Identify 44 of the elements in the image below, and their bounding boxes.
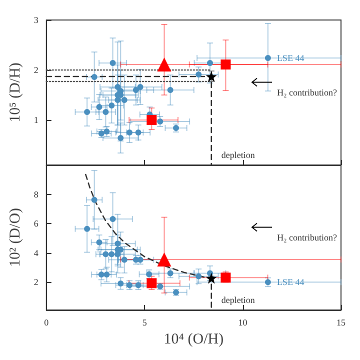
point	[84, 226, 90, 232]
series-label: LSE 44	[276, 53, 305, 63]
point	[110, 60, 116, 66]
point	[264, 55, 271, 61]
x-axis-title: 10⁴ (O/H)	[164, 332, 224, 348]
annotation: H₂ contribution?	[277, 87, 337, 98]
point	[167, 87, 174, 93]
point	[135, 130, 142, 136]
y-tick-label: 4	[34, 248, 39, 258]
point	[91, 74, 98, 80]
point	[84, 109, 90, 115]
point	[102, 109, 109, 115]
y-axis-title: 10⁵ (D/H)	[8, 62, 24, 122]
point	[157, 252, 172, 266]
point	[207, 60, 213, 66]
y-tick-label: 8	[34, 189, 39, 200]
x-tick-label: 0	[44, 318, 50, 328]
x-tick-label: 15	[336, 318, 346, 328]
point	[220, 60, 231, 70]
y-axis-title: 10² (D/O)	[8, 208, 24, 268]
x-tick-label: 10	[238, 318, 248, 328]
point	[114, 97, 121, 103]
y-tick-label: 2	[34, 277, 38, 288]
point	[118, 280, 124, 286]
point	[102, 251, 109, 258]
point	[196, 273, 202, 280]
point	[121, 97, 128, 103]
point	[157, 58, 172, 72]
point	[196, 72, 202, 78]
point	[91, 196, 98, 203]
point	[110, 216, 116, 222]
x-tick-label: 5	[142, 318, 148, 328]
point	[264, 279, 271, 286]
point	[157, 118, 164, 124]
point	[167, 270, 174, 276]
y-tick-label: 6	[34, 218, 39, 229]
y-tick-label: 2	[34, 65, 38, 75]
series-label: depletion	[221, 150, 256, 160]
y-tick-label: 1	[34, 115, 38, 125]
series-label: LSE 44	[276, 277, 305, 288]
point	[137, 84, 144, 90]
series-label: depletion	[221, 295, 256, 305]
annotation: H₂ contribution?	[277, 232, 337, 242]
y-tick-label: 3	[34, 15, 39, 25]
